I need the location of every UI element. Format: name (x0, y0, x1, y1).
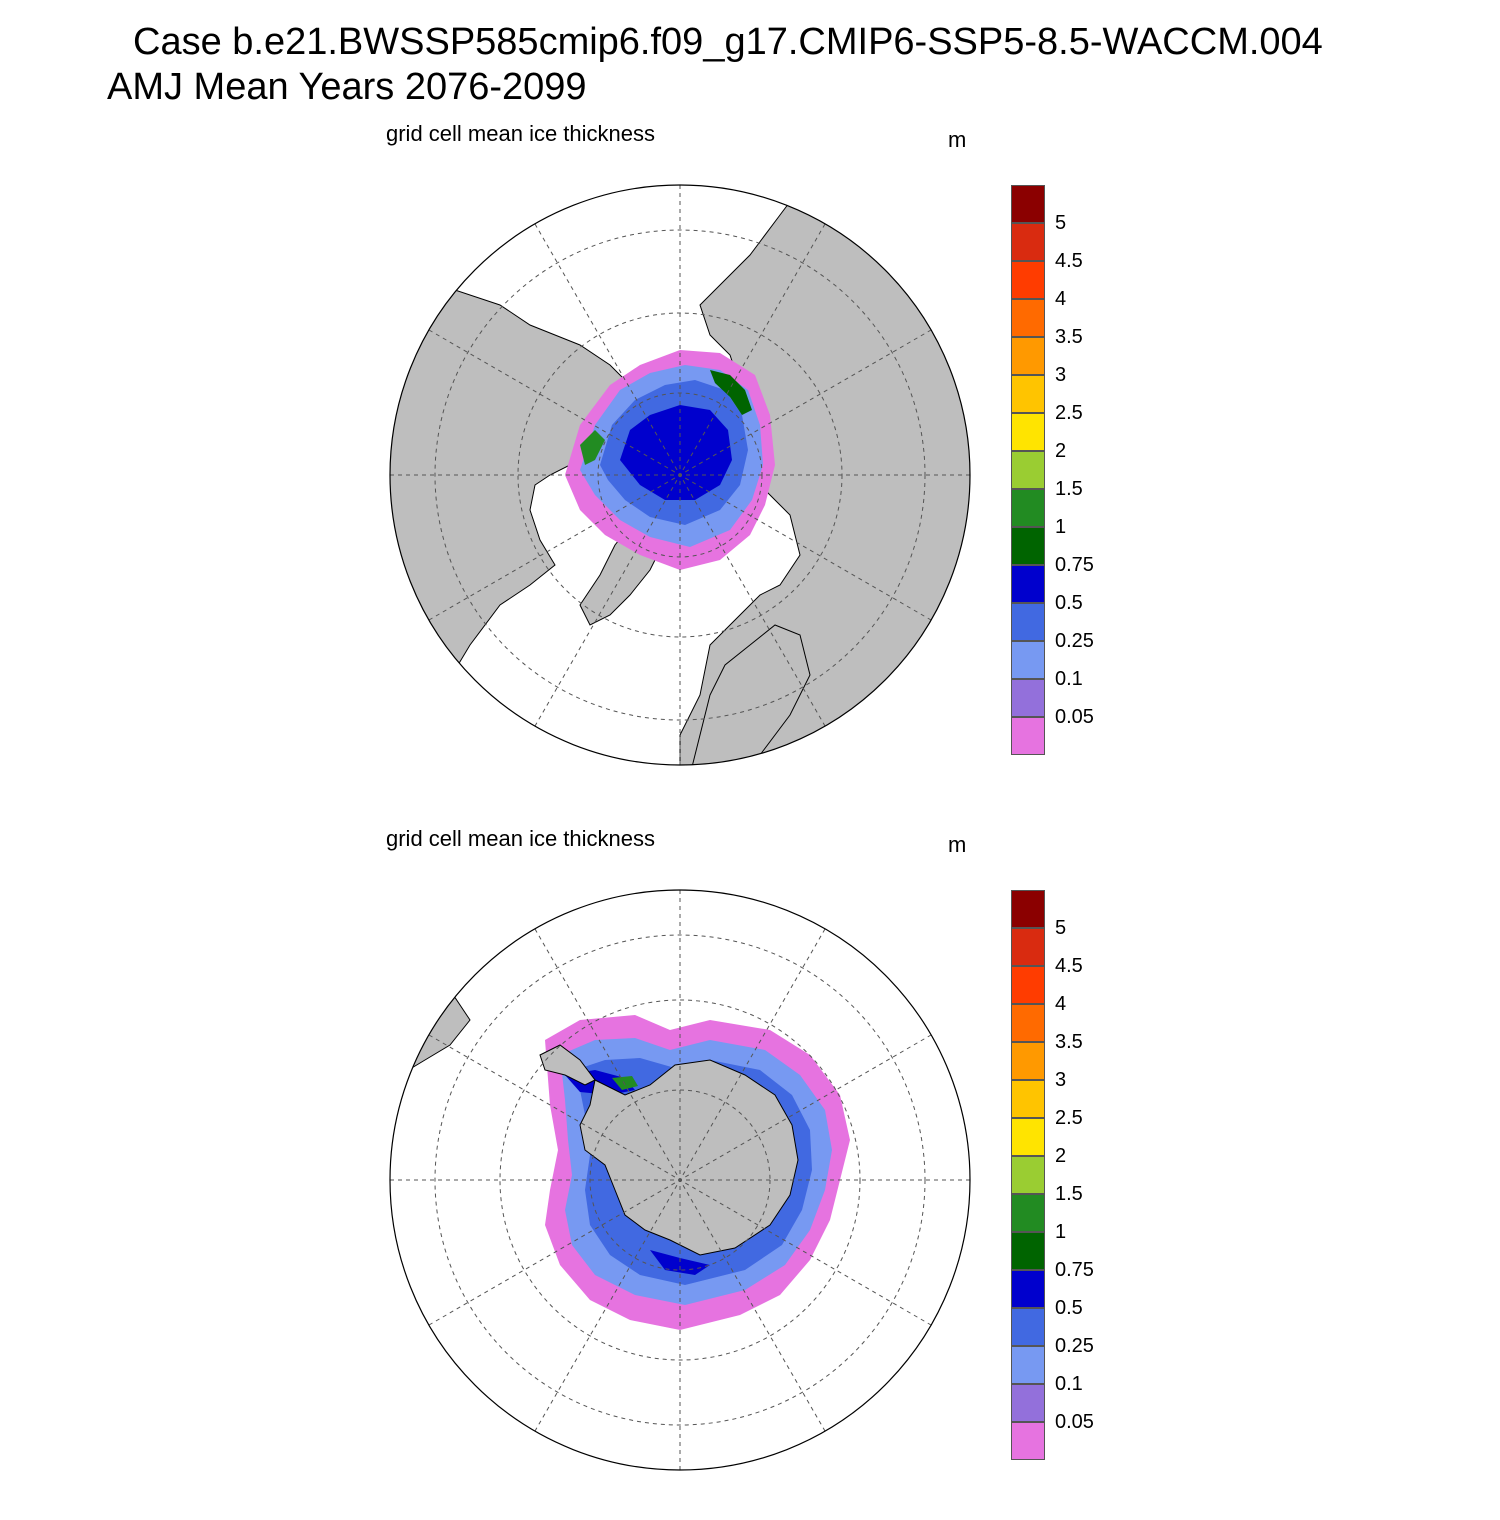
colorbar-tick-label: 2.5 (1055, 1107, 1083, 1129)
colorbar-tick-label: 2.5 (1055, 402, 1083, 424)
colorbar-tick-label: 0.5 (1055, 592, 1083, 614)
colorbar-tick-label: 5 (1055, 212, 1067, 234)
colorbar-tick-label: 4.5 (1055, 250, 1083, 272)
north-map-boundary (389, 184, 971, 766)
colorbar-swatch (1011, 413, 1045, 451)
colorbar-swatch (1011, 1042, 1045, 1080)
colorbar-swatch (1011, 641, 1045, 679)
colorbar-swatch (1011, 928, 1045, 966)
colorbar-tick-label: 3 (1055, 364, 1067, 386)
colorbar-swatch (1011, 337, 1045, 375)
ice-ross-dark-blue (650, 1250, 710, 1275)
colorbar-swatch (1011, 261, 1045, 299)
colorbar-swatch (1011, 489, 1045, 527)
colorbar-tick-label: 5 (1055, 917, 1067, 939)
colorbar-tick-label: 2 (1055, 1145, 1067, 1167)
panel-south: grid cell mean ice thickness m (0, 820, 1500, 1520)
colorbar-tick-label: 1 (1055, 1221, 1067, 1243)
colorbar-tick-label: 3.5 (1055, 326, 1083, 348)
colorbar-tick-label: 1.5 (1055, 1183, 1083, 1205)
colorbar-swatch (1011, 1384, 1045, 1422)
colorbar-tick-label: 0.75 (1055, 1259, 1094, 1281)
colorbar-tick-label: 1 (1055, 516, 1067, 538)
colorbar-tick-label: 0.05 (1055, 706, 1094, 728)
land-antarctic-peninsula (539, 1044, 596, 1086)
panel-north: grid cell mean ice thickness m (0, 115, 1500, 815)
colorbar-swatch (1011, 1004, 1045, 1042)
colorbar-tick-label: 4 (1055, 288, 1067, 310)
colorbar-swatch (1011, 1156, 1045, 1194)
colorbar-tick-label: 3 (1055, 1069, 1067, 1091)
ice-weddell-green (612, 1076, 638, 1090)
colorbar-swatch (1011, 375, 1045, 413)
ice-green-fringe (710, 370, 752, 415)
south-map-boundary (389, 889, 971, 1471)
colorbar-swatch (1011, 451, 1045, 489)
colorbar-swatch (1011, 1194, 1045, 1232)
colorbar-tick-label: 4 (1055, 993, 1067, 1015)
colorbar-swatch (1011, 1422, 1045, 1460)
colorbar-swatch (1011, 1080, 1045, 1118)
figure-title-period: AMJ Mean Years 2076-2099 (107, 66, 587, 108)
ice-dark-blue (620, 405, 732, 500)
colorbar-tick-label: 4.5 (1055, 955, 1083, 977)
panel-north-units: m (948, 127, 967, 152)
colorbar-swatch (1011, 679, 1045, 717)
panel-north-title: grid cell mean ice thickness (386, 121, 656, 146)
colorbar-swatch (1011, 717, 1045, 755)
south-colorbar: 0.05 0.1 0.25 0.5 0.75 1 1.5 2 2.5 3 3.5 4 4.5 5 (1011, 890, 1094, 1462)
colorbar-tick-label: 0.1 (1055, 1373, 1083, 1395)
panel-south-units: m (948, 832, 967, 857)
colorbar-swatch (1011, 1232, 1045, 1270)
colorbar-swatch (1011, 527, 1045, 565)
colorbar-swatch (1011, 223, 1045, 261)
colorbar-swatch (1011, 1308, 1045, 1346)
colorbar-swatch (1011, 890, 1045, 928)
colorbar-swatch (1011, 299, 1045, 337)
south-polar-map (389, 889, 971, 1471)
colorbar-tick-label: 3.5 (1055, 1031, 1083, 1053)
colorbar-tick-label: 0.1 (1055, 668, 1083, 690)
colorbar-tick-label: 2 (1055, 440, 1067, 462)
colorbar-tick-label: 1.5 (1055, 478, 1083, 500)
colorbar-swatch (1011, 185, 1045, 223)
colorbar-swatch (1011, 1270, 1045, 1308)
colorbar-tick-label: 0.25 (1055, 1335, 1094, 1357)
colorbar-swatch (1011, 966, 1045, 1004)
colorbar-tick-label: 0.05 (1055, 1411, 1094, 1433)
figure-title-case: Case b.e21.BWSSP585cmip6.f09_g17.CMIP6-S… (133, 21, 1323, 63)
land-antarctica (579, 1059, 799, 1256)
north-polar-map (389, 184, 971, 766)
colorbar-tick-label: 0.5 (1055, 1297, 1083, 1319)
colorbar-swatch (1011, 603, 1045, 641)
panel-south-title: grid cell mean ice thickness (386, 826, 656, 851)
ice-green-archipelago (580, 430, 605, 465)
colorbar-tick-label: 0.25 (1055, 630, 1094, 652)
colorbar-swatch (1011, 1118, 1045, 1156)
colorbar-swatch (1011, 565, 1045, 603)
colorbar-tick-label: 0.75 (1055, 554, 1094, 576)
colorbar-swatch (1011, 1346, 1045, 1384)
north-colorbar: 0.05 0.1 0.25 0.5 0.75 1 1.5 2 2.5 3 3.5 4 4.5 5 (1011, 185, 1094, 757)
